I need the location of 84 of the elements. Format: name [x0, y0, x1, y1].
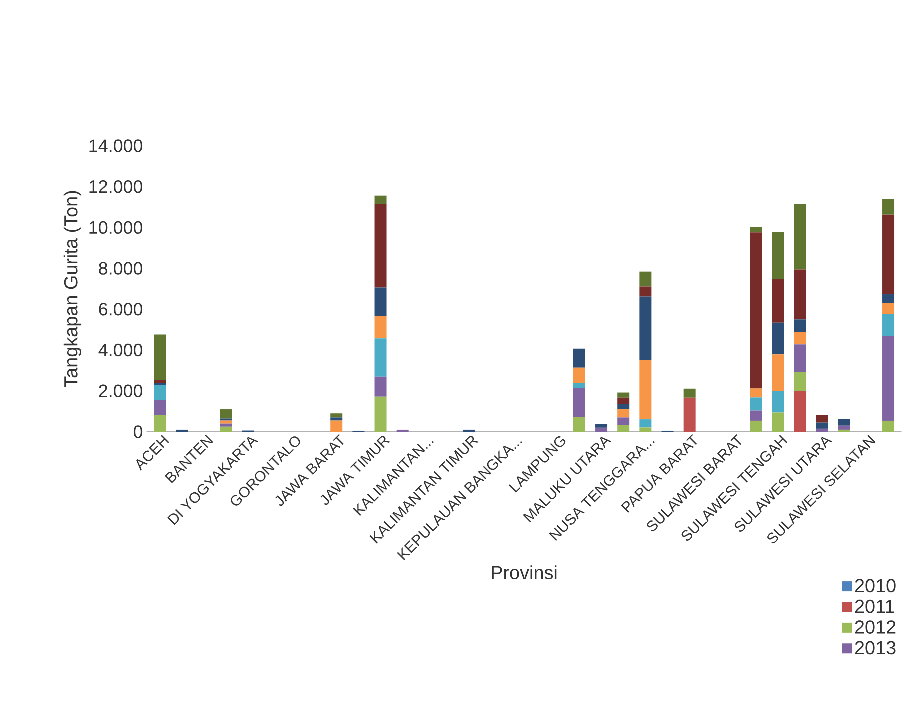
bar [618, 425, 630, 432]
y-tick-label: 2.000 [99, 384, 143, 398]
bar [330, 420, 343, 432]
bar [618, 418, 630, 426]
y-tick-label: 8.000 [99, 262, 143, 275]
bar [154, 385, 166, 400]
y-tick-label: 14.000 [90, 140, 143, 152]
legend-label: 2010 [855, 579, 896, 593]
bar [640, 420, 652, 428]
bar [573, 348, 586, 368]
bar [882, 294, 895, 304]
y-axis-title: Tangkapan Gurita (Ton) [64, 191, 82, 388]
x-axis-title: Provinsi [492, 566, 557, 580]
y-tick-label: 6.000 [99, 303, 143, 316]
bar [220, 410, 232, 419]
bar [573, 417, 586, 432]
bar [794, 391, 806, 432]
legend-label: 2011 [855, 600, 894, 614]
bar [596, 428, 608, 432]
bar [816, 415, 828, 423]
bar [374, 338, 387, 377]
bar [154, 400, 166, 416]
bar [882, 420, 895, 432]
bar [816, 428, 828, 432]
y-tick-label: 10.000 [90, 221, 143, 234]
bar [618, 392, 630, 398]
bar [750, 232, 762, 389]
bar [772, 322, 784, 355]
bar [640, 272, 652, 287]
bar [750, 227, 762, 233]
bar [684, 398, 696, 432]
bar [772, 412, 784, 432]
bar [838, 419, 850, 426]
bar [684, 388, 696, 398]
bar [374, 316, 387, 339]
bar [330, 418, 343, 421]
bar [220, 424, 232, 427]
bar [220, 426, 232, 432]
y-tick-label: 12.000 [90, 180, 143, 194]
bar [154, 334, 166, 380]
bar [794, 320, 806, 332]
bar [794, 344, 806, 372]
bar [573, 383, 586, 388]
bar [750, 398, 762, 411]
bar [794, 332, 806, 345]
bar [573, 388, 586, 418]
bar [882, 199, 895, 215]
bar [750, 410, 762, 421]
bar [772, 354, 784, 392]
bar [573, 368, 586, 384]
bar [618, 410, 630, 418]
bar [772, 278, 784, 323]
bar [640, 296, 652, 360]
bar [154, 380, 166, 384]
y-tick-label: 4.000 [98, 344, 143, 357]
bar [618, 398, 630, 404]
bar [330, 414, 343, 418]
bar [374, 376, 387, 397]
bar [816, 422, 828, 429]
bar [640, 428, 652, 432]
bar [640, 286, 652, 297]
bar [772, 391, 784, 413]
bar [750, 420, 762, 432]
bar [882, 336, 895, 421]
bar [374, 288, 387, 316]
bar [794, 204, 806, 270]
bar [596, 424, 608, 428]
bar [154, 415, 166, 432]
bar [794, 372, 806, 392]
bar [882, 214, 895, 295]
bar [794, 270, 806, 320]
bar [618, 404, 630, 410]
bar [220, 420, 232, 424]
bar [882, 304, 895, 315]
bar [882, 314, 895, 336]
bar [374, 204, 387, 288]
bar [750, 388, 762, 398]
bar [374, 396, 387, 432]
bar [374, 196, 387, 204]
bar [838, 426, 850, 430]
legend-label: 2012 [855, 620, 896, 634]
legend-label: 2013 [855, 641, 896, 655]
bar [640, 360, 652, 420]
bar [772, 232, 784, 279]
